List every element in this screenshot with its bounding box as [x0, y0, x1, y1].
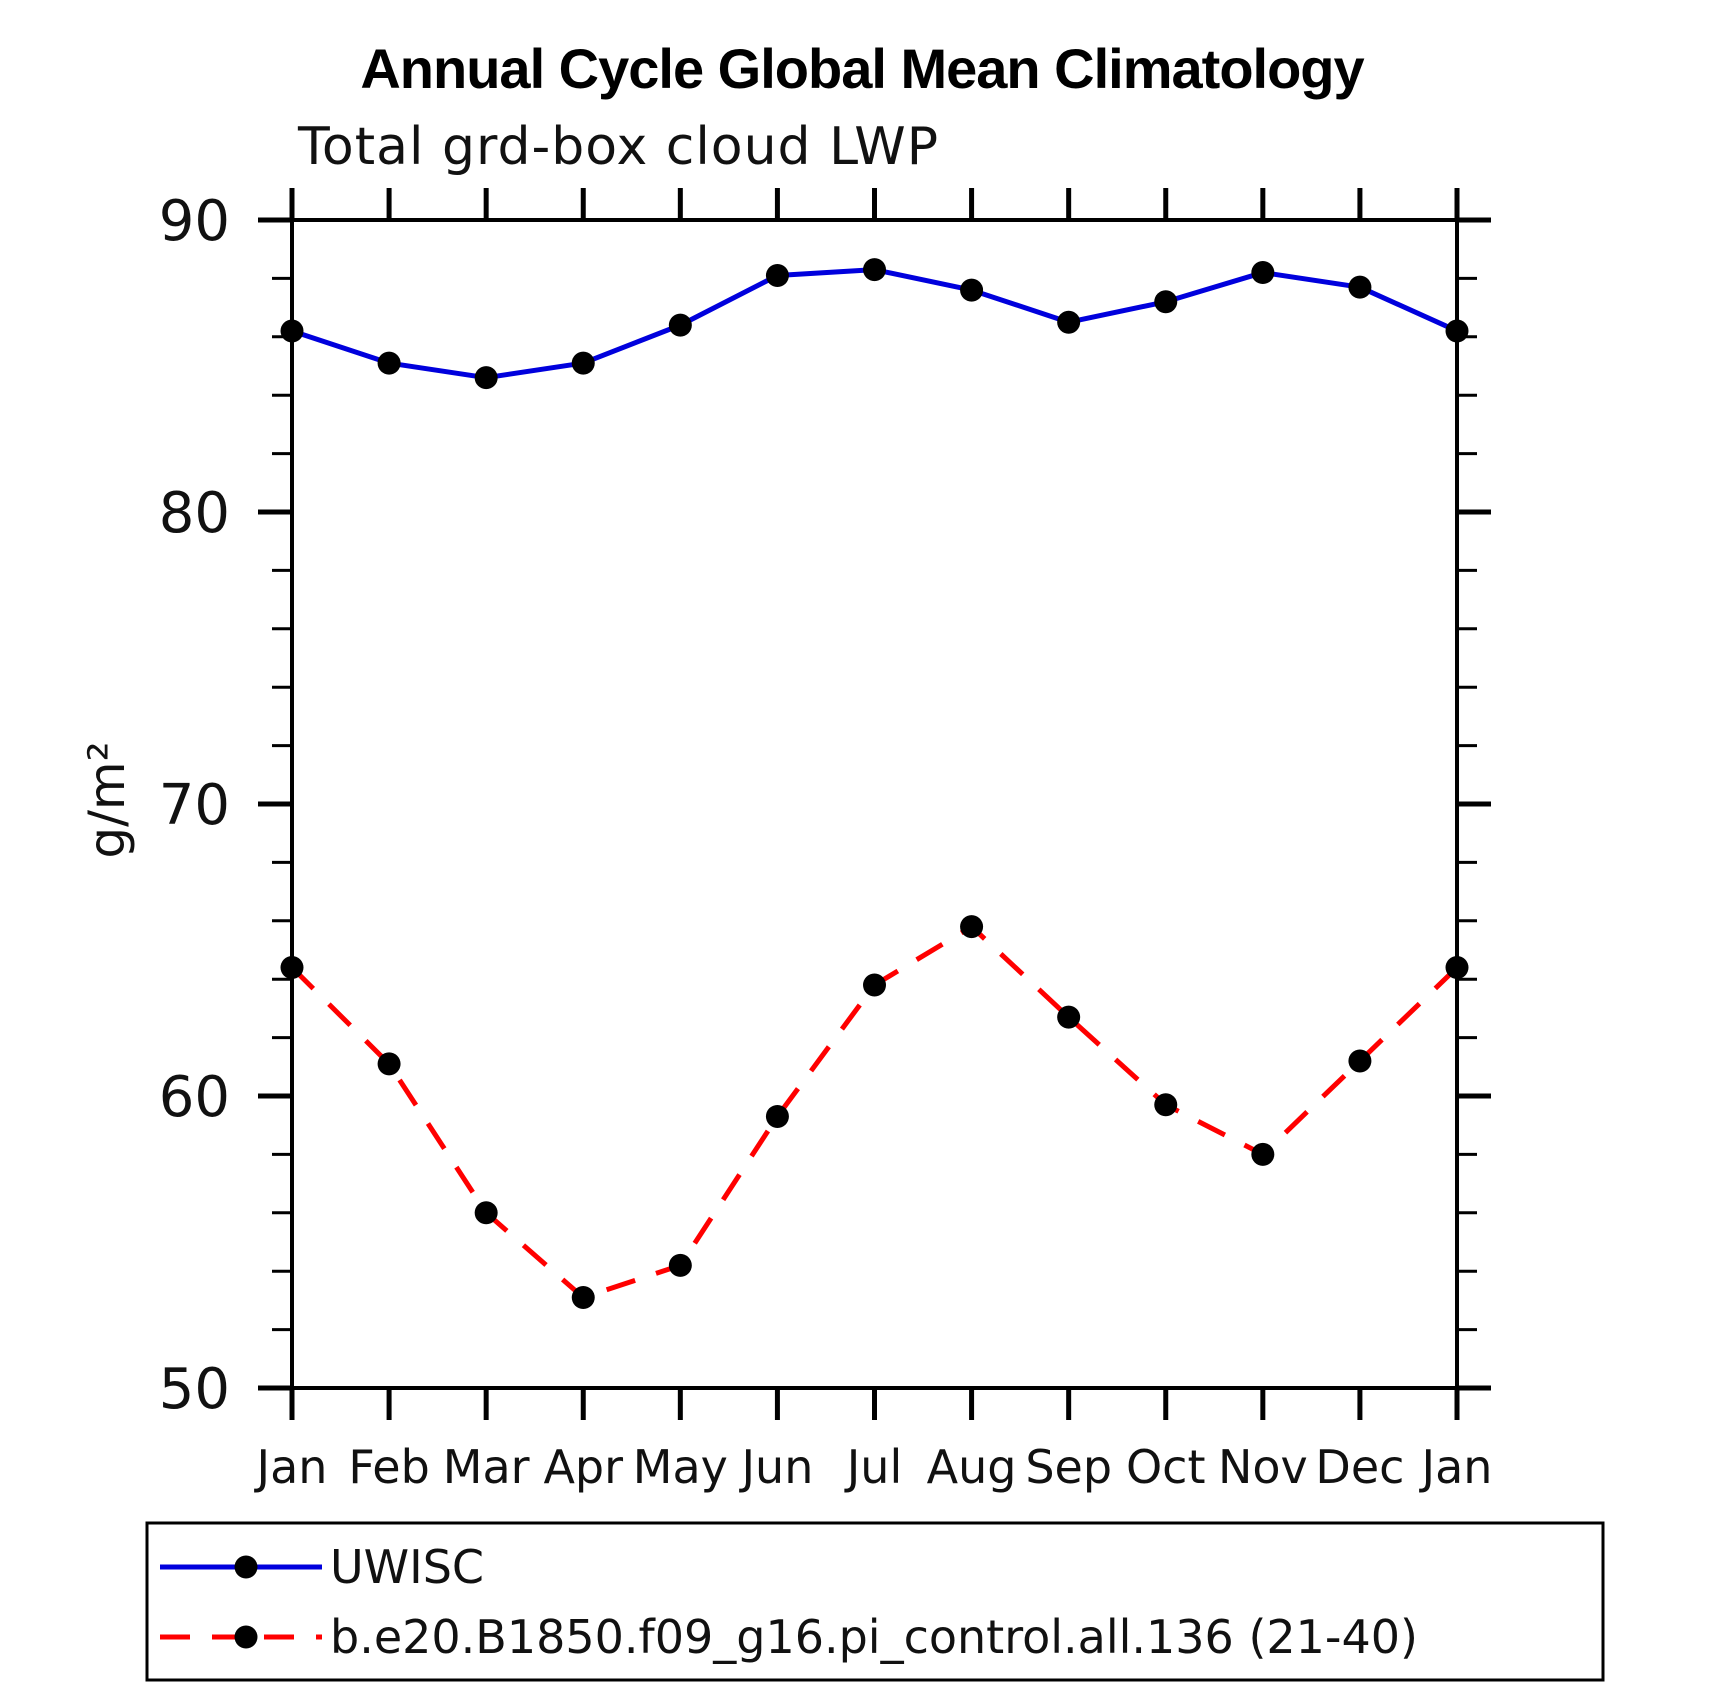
legend-marker-uwisc [234, 1555, 258, 1579]
y-tick-label: 70 [159, 773, 230, 838]
chart-title: Annual Cycle Global Mean Climatology [360, 37, 1364, 100]
month-label: Dec [1315, 1440, 1404, 1494]
uwisc-point-apr-3 [571, 351, 595, 375]
y-tick-label: 90 [159, 189, 230, 254]
uwisc-point-jun-5 [765, 263, 789, 287]
chart-subtitle: Total grd-box cloud LWP [297, 117, 939, 177]
model-point-nov-10 [1251, 1142, 1275, 1166]
model-point-may-4 [668, 1253, 692, 1277]
model-point-jan-12 [1445, 956, 1469, 980]
uwisc-point-nov-10 [1251, 261, 1275, 285]
month-label: Oct [1126, 1440, 1206, 1494]
month-label: Jan [254, 1440, 328, 1494]
plot-frame [290, 218, 1459, 1390]
legend-label-model: b.e20.B1850.f09_g16.pi_control.all.136 (… [330, 1610, 1418, 1664]
y-tick-label: 80 [159, 481, 230, 546]
model-point-apr-3 [571, 1285, 595, 1309]
model-point-sep-8 [1057, 1005, 1081, 1029]
uwisc-point-jul-6 [863, 258, 886, 282]
model-point-feb-1 [377, 1052, 401, 1076]
month-label: Nov [1218, 1440, 1308, 1494]
y-tick-label: 50 [159, 1357, 230, 1422]
y-tick-label: 60 [159, 1065, 230, 1130]
model-point-dec-11 [1348, 1049, 1372, 1073]
model-point-jun-5 [765, 1104, 789, 1128]
month-label: May [633, 1440, 728, 1494]
uwisc-point-jan-12 [1445, 319, 1469, 343]
model-point-oct-9 [1154, 1093, 1178, 1117]
month-label: Jun [738, 1440, 813, 1494]
month-label: Mar [443, 1440, 530, 1494]
month-label: Aug [927, 1440, 1017, 1494]
uwisc-point-feb-1 [377, 351, 401, 375]
model-point-mar-2 [474, 1201, 498, 1225]
uwisc-point-aug-7 [960, 278, 984, 302]
y-axis-label: g/m² [78, 741, 136, 858]
legend-marker-model [234, 1625, 258, 1649]
legend-label-uwisc: UWISC [330, 1540, 484, 1594]
uwisc-point-jan-0 [280, 319, 304, 343]
month-label: Apr [543, 1440, 623, 1494]
plot-area: 50 60 70 80 90 Jan Feb Mar Apr May Jun Jul Aug Sep Oct… [159, 188, 1493, 1494]
model-point-jul-6 [863, 973, 886, 997]
legend: UWISC b.e20.B1850.f09_g16.pi_control.all… [145, 1521, 1605, 1682]
uwisc-point-sep-8 [1057, 310, 1081, 334]
uwisc-point-may-4 [668, 313, 692, 337]
uwisc-line [291, 267, 1459, 381]
month-label: Sep [1025, 1440, 1112, 1494]
legend-box [145, 1521, 1605, 1682]
month-label: Feb [348, 1440, 429, 1494]
model-point-aug-7 [960, 915, 984, 939]
month-label: Jan [1419, 1440, 1493, 1494]
uwisc-point-mar-2 [474, 366, 498, 390]
uwisc-point-oct-9 [1154, 290, 1178, 314]
model-point-jan-0 [280, 956, 304, 980]
uwisc-point-dec-11 [1348, 275, 1372, 299]
month-label: Jul [844, 1440, 903, 1494]
